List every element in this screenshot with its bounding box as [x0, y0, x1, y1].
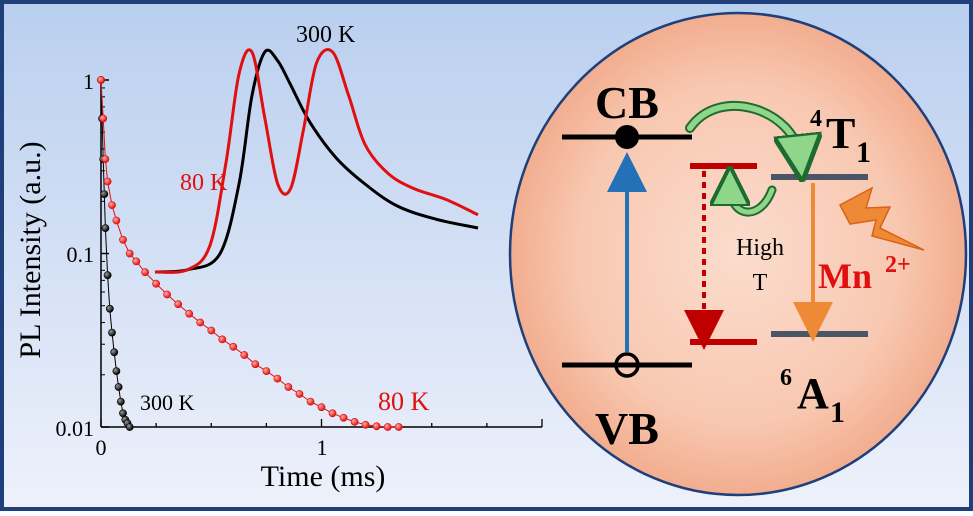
decay-point-80k-6: [119, 235, 127, 244]
decay-point-80k-26: [328, 409, 337, 418]
decay-point-80k-15: [207, 326, 216, 335]
a1-subscript: 1: [830, 396, 845, 429]
mn-label: Mn 2+: [818, 252, 911, 296]
decay-point-80k-24: [306, 397, 315, 406]
y-tick-label-0.01: 0.01: [56, 416, 95, 441]
decay-point-300k-5: [103, 271, 112, 280]
decay-point-80k-32: [394, 423, 403, 431]
decay-point-80k-2: [101, 155, 110, 163]
inset-label-300k: 300 K: [296, 22, 356, 48]
t1-letter: T: [826, 109, 855, 158]
high-t-label-line2: T: [753, 270, 768, 296]
a1-superscript: 6: [780, 365, 792, 391]
decay-point-80k-19: [251, 360, 260, 369]
decay-point-300k-10: [114, 383, 123, 391]
curved-arrow-icon: [687, 102, 800, 158]
decay-point-80k-20: [262, 367, 271, 375]
decay-point-80k-5: [112, 216, 121, 225]
decay-point-300k-7: [108, 328, 116, 337]
a1-letter: A: [797, 369, 829, 418]
lightning-bolt-icon: [838, 186, 925, 251]
decay-point-80k-23: [295, 390, 304, 398]
decay-point-80k-25: [317, 403, 326, 412]
decay-point-80k-9: [141, 268, 149, 277]
hole-circle: [614, 352, 640, 378]
x-tick-label-0: 0: [96, 435, 107, 460]
decay-point-300k-15: [125, 423, 134, 431]
decay-point-300k-8: [110, 348, 119, 357]
t1-label: 4 T 1: [810, 106, 871, 169]
t1-subscript: 1: [856, 136, 871, 169]
decay-point-300k-4: [101, 224, 110, 232]
decay-point-300k-12: [119, 409, 127, 418]
energy-diagram: CB VB High T 4 T 1 6 A 1 Mn 2+: [508, 11, 968, 497]
y-tick-label-1: 1: [83, 69, 94, 94]
decay-point-80k-14: [196, 318, 205, 327]
decay-point-80k-4: [108, 201, 116, 209]
electron-dot: [615, 125, 639, 149]
back-transfer-arrow-icon: [730, 186, 775, 215]
cb-label: CB: [595, 77, 659, 128]
decay-point-80k-7: [125, 249, 134, 258]
inset-line-80k: [154, 48, 479, 274]
x-axis-label: Time (ms): [261, 460, 386, 493]
decay-label-80k: 80 K: [378, 387, 430, 416]
decay-point-80k-22: [284, 383, 293, 391]
decay-point-80k-8: [132, 257, 141, 266]
decay-point-80k-18: [240, 351, 249, 359]
high-t-label-line1: High: [736, 235, 784, 261]
decay-point-300k-3: [100, 190, 109, 198]
decay-point-80k-17: [229, 342, 238, 351]
decay-point-80k-13: [185, 309, 194, 318]
decay-point-80k-31: [383, 423, 392, 431]
decay-point-300k-6: [105, 304, 114, 313]
inset-label-80k: 80 K: [180, 170, 228, 196]
decay-point-80k-27: [339, 413, 348, 422]
vb-label: VB: [595, 403, 659, 454]
decay-point-300k-9: [112, 367, 121, 375]
decay-point-80k-10: [152, 279, 160, 288]
decay-point-80k-12: [174, 300, 183, 309]
decay-point-80k-1: [99, 114, 108, 123]
decay-point-80k-11: [163, 290, 171, 299]
decay-point-80k-21: [273, 374, 282, 383]
mn-charge: 2+: [885, 252, 911, 278]
x-tick-label-1: 1: [317, 435, 328, 460]
decay-point-300k-11: [116, 397, 125, 406]
inset-spectrum: 300 K 80 K: [154, 22, 479, 274]
decay-label-300k: 300 K: [140, 390, 195, 415]
decay-plot: PL Intensity (a.u.) Time (ms) 1 0.1 0.01…: [14, 69, 543, 493]
decay-points: [97, 76, 403, 431]
decay-point-80k-30: [372, 422, 381, 431]
inset-line-300k: [154, 48, 479, 274]
mn-text: Mn: [818, 256, 872, 296]
decay-point-80k-28: [350, 417, 359, 426]
decay-point-80k-29: [361, 420, 370, 429]
decay-point-80k-0: [97, 76, 105, 84]
t1-superscript: 4: [810, 106, 822, 132]
decay-point-80k-16: [218, 335, 227, 344]
decay-point-80k-3: [103, 177, 112, 186]
y-axis-label: PL Intensity (a.u.): [14, 141, 47, 358]
a1-label: 6 A 1: [780, 365, 845, 429]
y-tick-label-0.1: 0.1: [67, 242, 95, 267]
